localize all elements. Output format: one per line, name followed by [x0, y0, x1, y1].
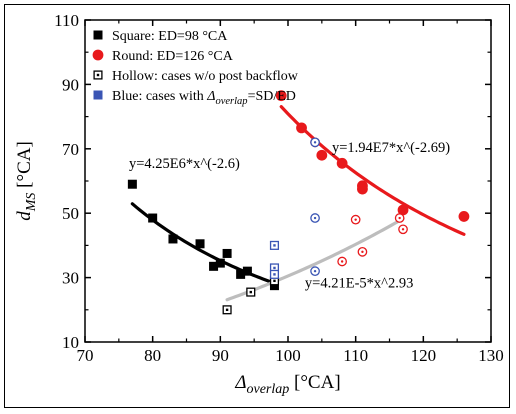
- x-axis-label: Δoverlap [°CA]: [234, 372, 340, 397]
- data-point-center: [225, 308, 229, 311]
- legend-marker-center: [96, 73, 100, 77]
- y-tick-label: 50: [62, 204, 79, 223]
- legend-marker: [92, 49, 104, 61]
- data-point-center: [273, 279, 276, 283]
- data-point-center: [398, 216, 401, 220]
- data-point: [242, 266, 252, 276]
- y-axis-label: dMS [°CA]: [14, 141, 39, 221]
- fit-curve: [279, 105, 466, 236]
- legend-marker: [93, 30, 103, 40]
- fit-equation-label: y=4.25E6*x^(-2.6): [129, 156, 240, 172]
- x-tick-label: 110: [343, 346, 368, 365]
- x-tick-label: 90: [212, 346, 229, 365]
- y-tick-label: 110: [54, 11, 79, 30]
- x-tick-label: 120: [411, 346, 437, 365]
- data-point: [316, 149, 328, 161]
- x-tick-label: 130: [478, 346, 504, 365]
- fit-curves-layer: [130, 105, 466, 302]
- data-point: [458, 211, 470, 222]
- data-point: [168, 234, 178, 244]
- data-point: [215, 258, 225, 268]
- data-points-layer: [127, 90, 470, 315]
- data-point-center: [273, 273, 276, 276]
- data-point-center: [313, 141, 317, 144]
- data-point-center: [401, 228, 405, 231]
- data-point: [397, 204, 409, 216]
- x-tick-label: 70: [77, 346, 94, 365]
- data-point-center: [249, 290, 252, 294]
- data-point-center: [273, 266, 276, 270]
- data-point: [336, 157, 348, 169]
- x-tick-label: 80: [144, 346, 161, 365]
- fit-equation-label: y=4.21E-5*x^2.93: [305, 275, 413, 291]
- fit-curve: [225, 217, 405, 302]
- data-point-center: [361, 250, 364, 254]
- legend: Square: ED=98 °CA Round: ED=126 °CA Hollow…: [92, 29, 299, 107]
- data-point: [269, 281, 279, 291]
- axes-layer: 70 80 90 100 110 120 1301030507090110Δoverlap …: [14, 11, 504, 397]
- x-tick-label: 100: [275, 346, 301, 365]
- data-point: [296, 122, 307, 134]
- y-tick-label: 70: [62, 140, 79, 159]
- y-tick-label: 90: [62, 75, 79, 94]
- data-point: [127, 179, 137, 189]
- data-point: [275, 90, 287, 102]
- y-tick-label: 10: [62, 333, 79, 352]
- data-point: [148, 213, 158, 223]
- figure-frame: [4, 4, 510, 408]
- legend-label: Hollow: cases w/o post backflow: [112, 69, 299, 84]
- data-point: [236, 269, 246, 279]
- data-point: [222, 248, 232, 258]
- legend-marker: [93, 90, 103, 100]
- data-point: [209, 261, 219, 271]
- fit-annotations-layer: y=4.25E6*x^(-2.6) y=1.94E7*x^(-2.69) y=4.2…: [129, 140, 450, 291]
- data-point-center: [313, 216, 317, 220]
- data-point-center: [354, 218, 357, 221]
- data-point-center: [273, 244, 276, 247]
- fit-equation-label: y=1.94E7*x^(-2.69): [332, 140, 450, 156]
- legend-label: Blue: cases with Δoverlap=SD/ED: [112, 89, 296, 107]
- data-point: [357, 180, 368, 192]
- data-point: [195, 239, 205, 249]
- y-tick-label: 30: [62, 269, 79, 288]
- data-point-center: [313, 269, 317, 273]
- legend-label: Round: ED=126 °CA: [112, 49, 234, 64]
- legend-label: Square: ED=98 °CA: [112, 29, 228, 44]
- data-point-center: [340, 260, 344, 263]
